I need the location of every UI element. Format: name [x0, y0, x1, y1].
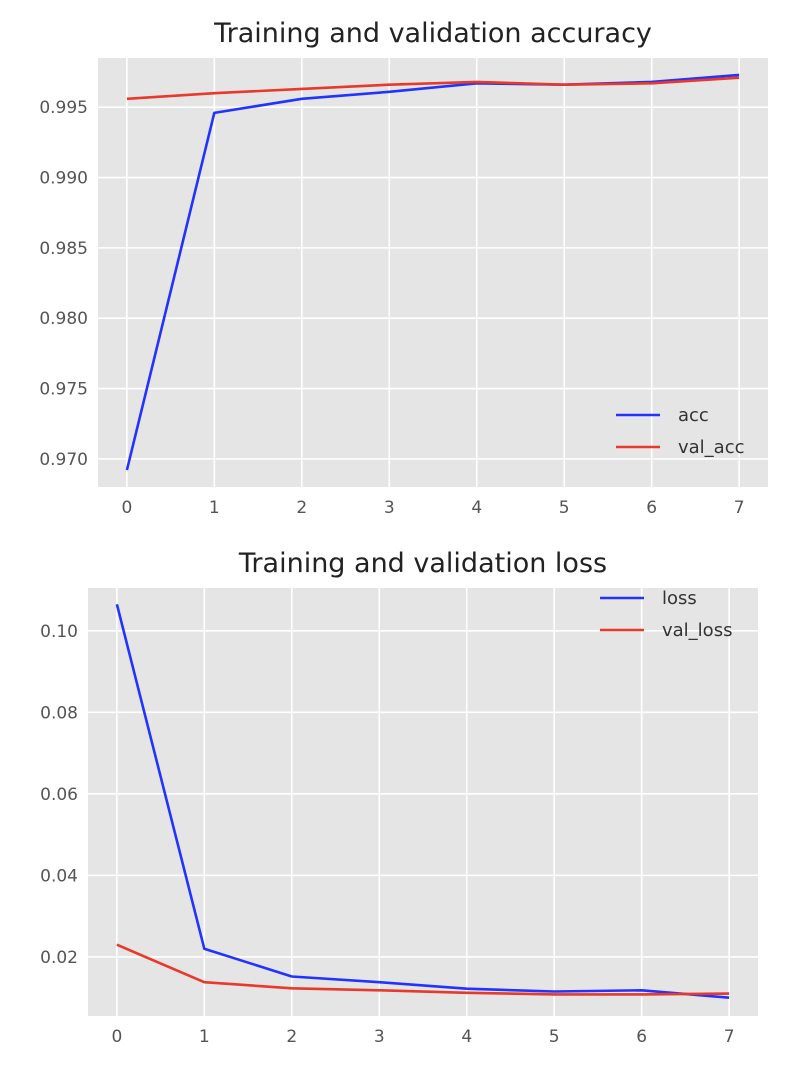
legend-label-loss: loss	[662, 588, 697, 609]
accuracy-x-tick-label: 1	[209, 498, 220, 518]
accuracy-x-tick-label: 4	[471, 498, 482, 518]
loss-y-tick-label: 0.02	[40, 948, 78, 968]
accuracy-y-tick-label: 0.995	[39, 98, 88, 118]
series-line-val-loss	[116, 943, 730, 996]
loss-y-tick-label: 0.06	[40, 785, 78, 805]
loss-x-tick-label: 7	[724, 1027, 735, 1047]
accuracy-x-tick-label: 6	[646, 498, 657, 518]
series-line-loss	[115, 603, 730, 999]
loss-chart: 0 1 2 3 4 5 6 7 0.02 0.04 0.06 0.08 0.10 Training a…	[40, 548, 758, 1047]
legend-label-val-acc: val_acc	[678, 437, 745, 458]
accuracy-y-tick-label: 0.990	[39, 169, 88, 189]
accuracy-x-tick-label: 3	[384, 498, 395, 518]
loss-y-tick-label: 0.08	[40, 703, 78, 723]
accuracy-x-tick-label: 5	[559, 498, 570, 518]
loss-chart-title: Training and validation loss	[238, 548, 607, 579]
accuracy-y-tick-label: 0.985	[39, 239, 88, 259]
loss-x-tick-label: 6	[636, 1027, 647, 1047]
accuracy-legend: acc val_acc	[616, 405, 745, 458]
accuracy-plot-area	[98, 58, 768, 487]
loss-x-tick-label: 1	[199, 1027, 210, 1047]
loss-plot-area	[88, 588, 758, 1016]
loss-x-tick-label: 4	[461, 1027, 472, 1047]
loss-x-tick-label: 2	[286, 1027, 297, 1047]
accuracy-y-tick-label: 0.980	[39, 309, 88, 329]
loss-legend: loss val_loss	[600, 588, 732, 641]
accuracy-y-tick-label: 0.975	[39, 380, 88, 400]
loss-x-tick-label: 5	[549, 1027, 560, 1047]
series-line-val-acc	[126, 76, 740, 101]
accuracy-x-tick-label: 7	[734, 498, 745, 518]
accuracy-y-tick-label: 0.970	[39, 450, 88, 470]
accuracy-chart-title: Training and validation accuracy	[213, 18, 652, 49]
accuracy-x-tick-label: 0	[121, 498, 132, 518]
accuracy-x-tick-label: 2	[296, 498, 307, 518]
loss-y-tick-label: 0.04	[40, 866, 78, 886]
loss-y-tick-label: 0.10	[40, 622, 78, 642]
legend-label-acc: acc	[678, 405, 709, 426]
loss-x-tick-label: 3	[374, 1027, 385, 1047]
loss-x-tick-label: 0	[111, 1027, 122, 1047]
legend-label-val-loss: val_loss	[662, 620, 732, 641]
